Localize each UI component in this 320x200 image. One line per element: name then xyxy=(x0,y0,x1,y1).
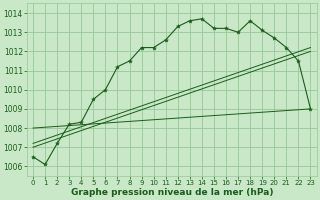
X-axis label: Graphe pression niveau de la mer (hPa): Graphe pression niveau de la mer (hPa) xyxy=(70,188,273,197)
